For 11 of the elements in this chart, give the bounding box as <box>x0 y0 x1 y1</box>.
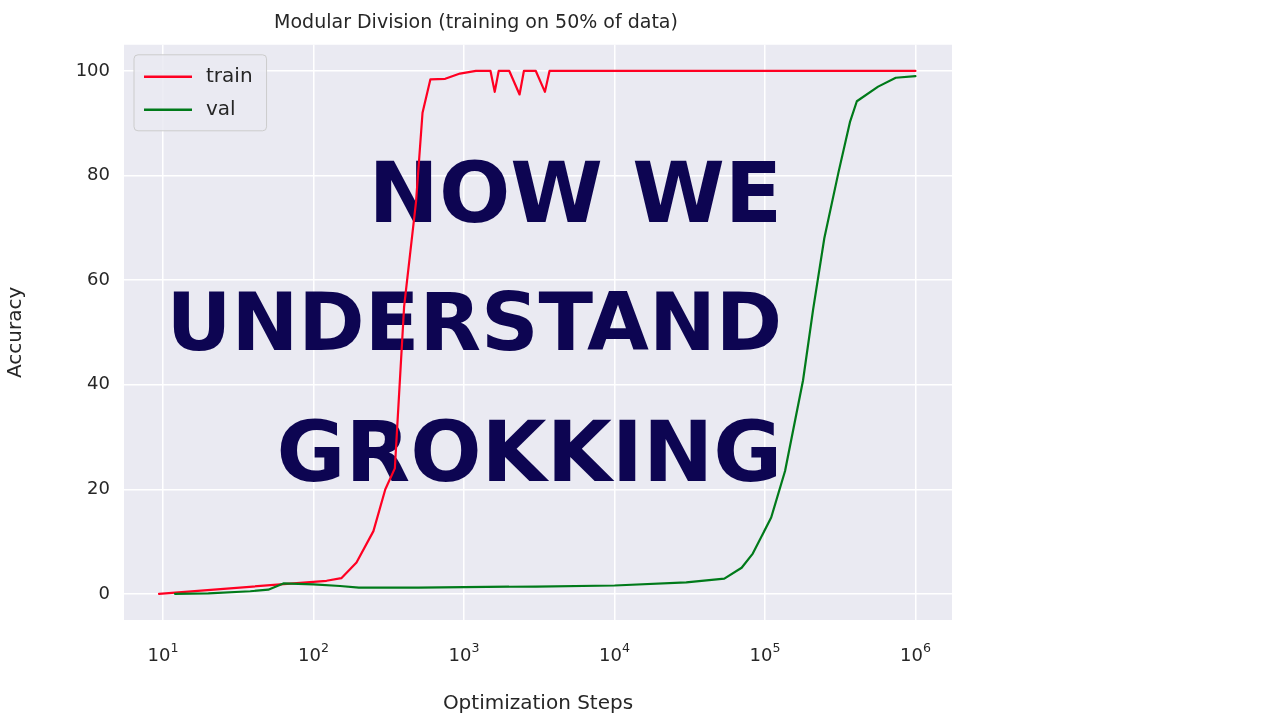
y-tick-label: 80 <box>87 163 110 185</box>
y-tick-label: 60 <box>87 267 110 289</box>
y-tick-label: 0 <box>98 581 110 603</box>
y-tick-label: 40 <box>87 372 110 394</box>
x-axis-title: Optimization Steps <box>442 690 634 715</box>
y-axis-title: Accuracy <box>2 286 27 379</box>
legend-label: val <box>206 96 236 120</box>
chart-title: Modular Division (training on 50% of data) <box>274 10 678 33</box>
y-tick-label: 20 <box>87 476 110 498</box>
y-tick-label: 100 <box>75 58 110 80</box>
legend-label: train <box>206 63 253 87</box>
